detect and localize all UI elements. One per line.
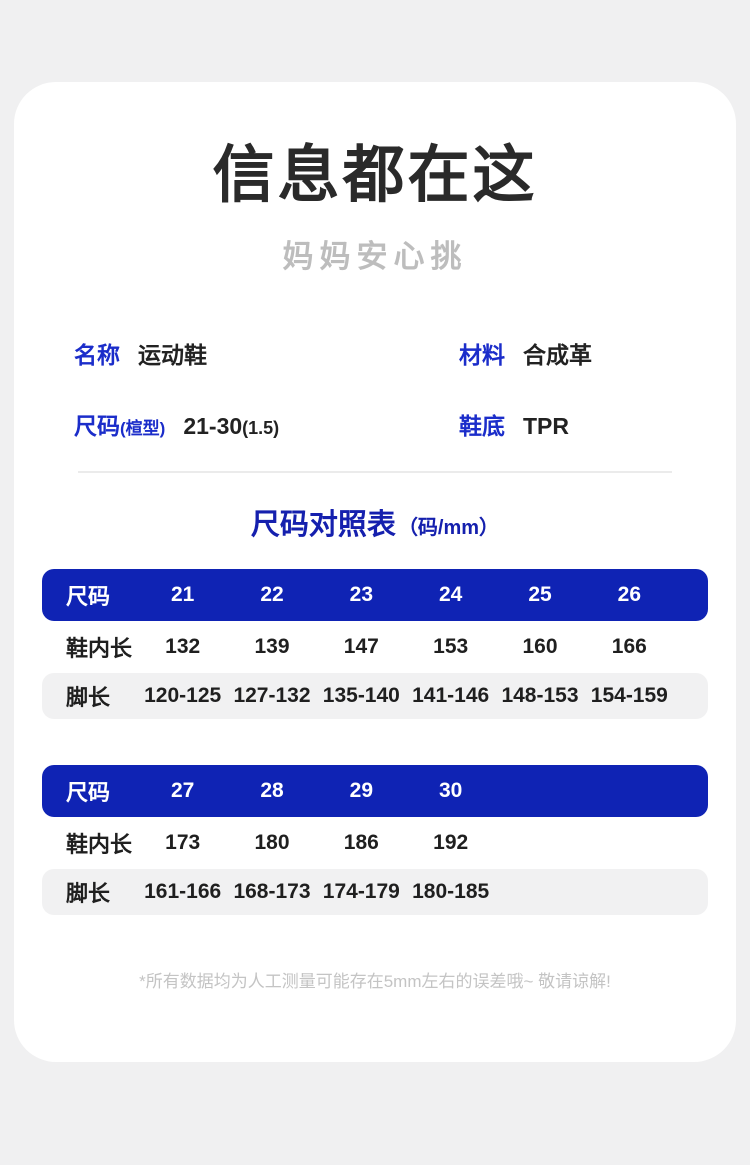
- table-cell: 153: [433, 635, 469, 659]
- spec-value: 21-30(1.5): [183, 413, 279, 440]
- spec-value-text: 合成革: [523, 342, 592, 369]
- table-cell: 180-185: [412, 880, 490, 904]
- row-label: 脚长: [66, 685, 111, 711]
- table-cell: 180: [254, 831, 290, 855]
- spec-value: 合成革: [523, 336, 592, 370]
- table-cell: 154-159: [590, 684, 668, 708]
- table-header-row: 尺码 27 28 29 30: [42, 765, 708, 818]
- header-cell: 30: [438, 779, 463, 803]
- table-cell: 192: [433, 831, 469, 855]
- table-cell: 127-132: [233, 684, 311, 708]
- header-cell: 24: [438, 583, 463, 607]
- spec-value-text: 运动鞋: [138, 342, 207, 369]
- header-cell: 26: [617, 583, 641, 607]
- header-label: 尺码: [66, 584, 111, 610]
- table-row-foot-length: 脚长 120-125 127-132 135-140 141-146 148-1…: [42, 673, 708, 720]
- spec-value-text: 21-30: [183, 413, 243, 440]
- table-cell: 173: [165, 831, 201, 855]
- table-row-inner-length: 鞋内长 132 139 147 153 160 166: [42, 621, 708, 674]
- page-title: 信息都在这: [212, 141, 538, 210]
- header-cell: 29: [349, 779, 373, 803]
- header-cell: 23: [349, 583, 373, 607]
- table-cell: 148-153: [501, 684, 579, 708]
- table-cell: 139: [254, 635, 290, 659]
- table-cell: 120-125: [144, 684, 222, 708]
- spec-item-material: 材料 合成革: [459, 336, 676, 370]
- spec-item-sole: 鞋底 TPR: [459, 407, 676, 441]
- table-cell: 168-173: [233, 880, 311, 904]
- spec-value-text: TPR: [523, 413, 569, 440]
- spec-value: TPR: [523, 413, 569, 440]
- header-label: 尺码: [66, 780, 111, 806]
- size-table-21-26: 尺码 21 22 23 24 25 26 鞋内长 132 139 147 153…: [42, 569, 708, 720]
- product-info-card: 信息都在这 妈妈安心挑 名称 运动鞋 材料 合成革 尺码(楦型) 21-30(1…: [14, 82, 736, 1062]
- table-header-row: 尺码 21 22 23 24 25 26: [42, 569, 708, 622]
- header-cell: 27: [170, 779, 195, 803]
- header-cell: 22: [260, 583, 284, 607]
- spec-label: 名称: [74, 336, 120, 370]
- spec-item-name: 名称 运动鞋: [74, 336, 459, 370]
- table-cell: 166: [611, 635, 647, 659]
- spec-value: 运动鞋: [138, 336, 207, 370]
- table-cell: 135-140: [322, 684, 400, 708]
- spec-label-text: 尺码: [74, 413, 120, 440]
- spec-list: 名称 运动鞋 材料 合成革 尺码(楦型) 21-30(1.5) 鞋底 TPR: [74, 336, 676, 441]
- table-row-foot-length: 脚长 161-166 168-173 174-179 180-185: [42, 869, 708, 916]
- spec-value-suffix: (1.5): [242, 418, 280, 439]
- spec-item-size-range: 尺码(楦型) 21-30(1.5): [74, 407, 459, 441]
- size-chart-unit: （码/mm）: [397, 517, 500, 540]
- table-cell: 174-179: [322, 880, 400, 904]
- divider: [78, 471, 672, 474]
- table-cell: 132: [165, 635, 201, 659]
- table-cell: 161-166: [144, 880, 222, 904]
- measurement-disclaimer: *所有数据均为人工测量可能存在5mm左右的误差哦~ 敬请谅解!: [139, 972, 611, 992]
- spec-label-text: 鞋底: [459, 413, 505, 440]
- spec-label: 尺码(楦型): [74, 407, 165, 441]
- size-chart-title: 尺码对照表 （码/mm）: [28, 501, 722, 543]
- table-row-inner-length: 鞋内长 173 180 186 192: [42, 817, 708, 870]
- row-label: 鞋内长: [66, 636, 133, 662]
- spec-label-suffix: (楦型): [120, 419, 166, 439]
- spec-label-text: 名称: [74, 342, 120, 369]
- size-table-27-30: 尺码 27 28 29 30 鞋内长 173 180 186 192 脚长 16…: [42, 765, 708, 916]
- row-label: 脚长: [66, 881, 111, 907]
- row-label: 鞋内长: [66, 832, 133, 858]
- table-cell: 147: [343, 635, 379, 659]
- header-cell: 21: [170, 583, 195, 607]
- size-chart-title-text: 尺码对照表: [250, 509, 396, 542]
- header-cell: 28: [260, 779, 284, 803]
- table-cell: 141-146: [412, 684, 490, 708]
- table-cell: 186: [343, 831, 379, 855]
- spec-label: 鞋底: [459, 407, 505, 441]
- header-cell: 25: [528, 583, 552, 607]
- page-subtitle: 妈妈安心挑: [282, 239, 468, 275]
- table-cell: 160: [522, 635, 558, 659]
- spec-label: 材料: [459, 336, 505, 370]
- spec-label-text: 材料: [459, 342, 505, 369]
